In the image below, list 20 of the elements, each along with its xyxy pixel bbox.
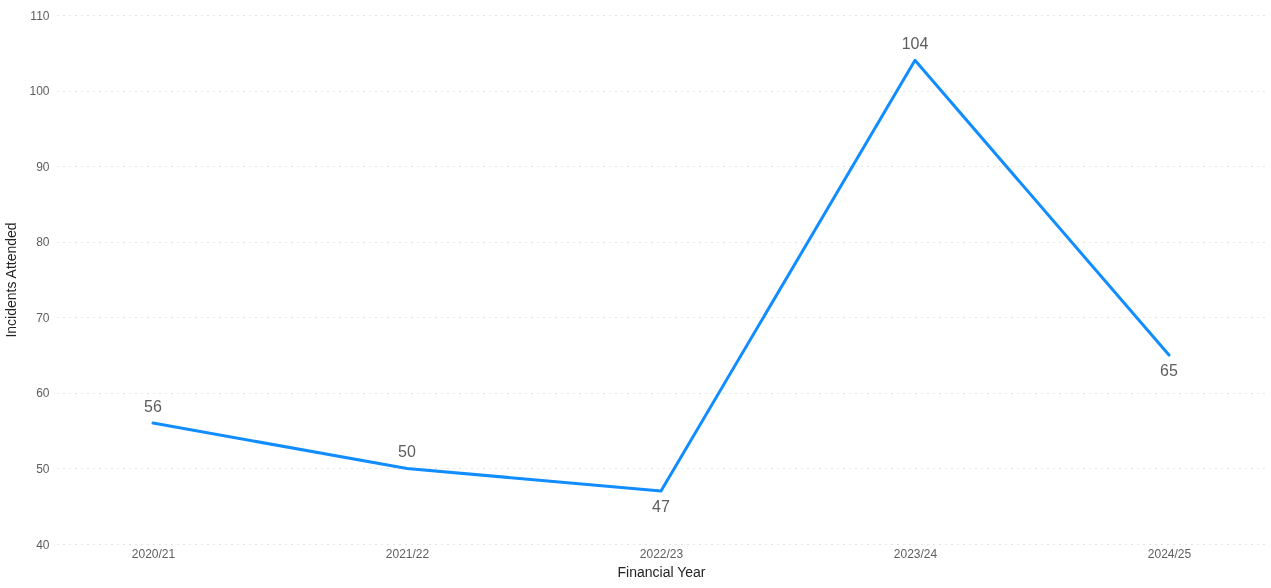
x-axis-title: Financial Year: [617, 563, 706, 580]
x-tick-label: 2024/25: [1147, 546, 1192, 561]
y-tick-label: 70: [36, 310, 50, 325]
data-label: 47: [652, 498, 670, 516]
y-tick-label: 100: [29, 84, 50, 99]
y-tick-label: 60: [36, 386, 50, 401]
data-label: 104: [901, 35, 929, 53]
y-tick-label: 110: [30, 8, 50, 23]
y-tick-label: 90: [36, 159, 50, 174]
y-axis-title: Incidents Attended: [3, 222, 20, 338]
data-label: 65: [1160, 362, 1178, 380]
y-tick-label: 40: [36, 537, 50, 552]
x-tick-label: 2023/24: [893, 546, 938, 561]
x-tick-label: 2020/21: [131, 546, 176, 561]
y-tick-label: 80: [36, 235, 50, 250]
x-tick-label: 2022/23: [639, 546, 684, 561]
y-tick-label: 50: [36, 461, 50, 476]
data-label: 56: [144, 398, 163, 416]
data-label: 50: [398, 443, 417, 461]
x-tick-label: 2021/22: [385, 546, 430, 561]
